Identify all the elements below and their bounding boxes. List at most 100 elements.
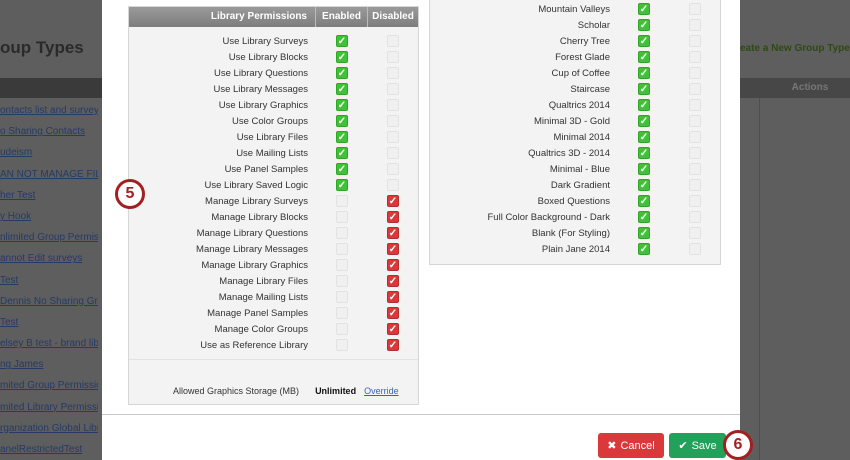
disabled-checkbox[interactable]: ✓ [387,195,399,207]
enabled-checkbox[interactable]: ✓ [638,131,650,143]
disabled-checkbox[interactable] [387,147,399,159]
disabled-checkbox[interactable] [689,131,701,143]
enabled-checkbox[interactable]: ✓ [336,35,348,47]
disabled-checkbox[interactable] [689,195,701,207]
enabled-checkbox[interactable]: ✓ [638,83,650,95]
enabled-checkbox[interactable]: ✓ [336,179,348,191]
enabled-checkbox[interactable] [336,291,348,303]
disabled-checkbox[interactable] [387,99,399,111]
override-link[interactable]: Override [364,386,399,396]
disabled-checkbox[interactable]: ✓ [387,307,399,319]
group-type-link[interactable]: AN NOT MANAGE FILES [0,168,98,180]
storage-value: Unlimited [315,386,357,396]
enabled-checkbox[interactable]: ✓ [336,131,348,143]
disabled-checkbox[interactable] [689,147,701,159]
group-type-link[interactable]: rganization Global Library [0,422,98,434]
enabled-checkbox[interactable]: ✓ [336,115,348,127]
disabled-checkbox[interactable] [689,99,701,111]
disabled-checkbox[interactable] [689,243,701,255]
disabled-checkbox[interactable] [387,67,399,79]
group-type-link[interactable]: o Sharing Contacts [0,126,86,138]
disabled-checkbox[interactable] [387,51,399,63]
disabled-checkbox[interactable]: ✓ [387,259,399,271]
disabled-checkbox[interactable] [387,179,399,191]
disabled-checkbox[interactable]: ✓ [387,323,399,335]
disabled-checkbox[interactable] [689,163,701,175]
enabled-checkbox[interactable]: ✓ [638,35,650,47]
enabled-checkbox[interactable] [336,307,348,319]
group-type-link[interactable]: mited Group Permissions [0,380,98,392]
enabled-checkbox[interactable]: ✓ [336,163,348,175]
group-type-link[interactable]: ng James [0,359,44,371]
group-type-link[interactable]: mited Library Permissions [0,401,98,413]
disabled-checkbox[interactable] [689,179,701,191]
enabled-checkbox[interactable] [336,323,348,335]
disabled-checkbox[interactable]: ✓ [387,291,399,303]
column-divider [759,98,760,460]
create-group-type-link[interactable]: eate a New Group Type [740,43,850,54]
enabled-checkbox[interactable]: ✓ [336,51,348,63]
cancel-button[interactable]: ✖ Cancel [598,433,664,458]
disabled-checkbox[interactable] [387,131,399,143]
disabled-checkbox[interactable]: ✓ [387,275,399,287]
group-type-link[interactable]: ontacts list and surveys [0,105,98,116]
disabled-checkbox[interactable] [689,83,701,95]
enabled-checkbox[interactable] [336,195,348,207]
group-type-link[interactable]: Dennis No Sharing Group [0,295,98,307]
enabled-checkbox[interactable] [336,243,348,255]
disabled-checkbox[interactable] [387,35,399,47]
enabled-checkbox[interactable]: ✓ [638,51,650,63]
group-type-link[interactable]: annot Edit surveys [0,253,83,265]
disabled-checkbox[interactable]: ✓ [387,243,399,255]
permission-label: Manage Library Graphics [201,259,308,271]
permission-row: Use Color Groups ✓ [129,113,418,129]
enabled-checkbox[interactable]: ✓ [638,67,650,79]
disabled-checkbox[interactable] [689,3,701,15]
disabled-checkbox[interactable] [689,19,701,31]
enabled-checkbox[interactable] [336,259,348,271]
disabled-checkbox[interactable] [689,35,701,47]
enabled-checkbox[interactable]: ✓ [638,147,650,159]
enabled-checkbox[interactable] [336,339,348,351]
disabled-checkbox[interactable] [387,83,399,95]
permission-row: Qualtrics 2014 ✓ [430,97,720,113]
disabled-checkbox[interactable]: ✓ [387,211,399,223]
group-type-link[interactable]: Test [0,274,19,286]
enabled-checkbox[interactable]: ✓ [638,19,650,31]
save-button[interactable]: ✔ Save [669,433,726,458]
disabled-checkbox[interactable]: ✓ [387,227,399,239]
enabled-checkbox[interactable]: ✓ [638,179,650,191]
enabled-checkbox[interactable]: ✓ [638,115,650,127]
enabled-checkbox[interactable]: ✓ [638,227,650,239]
permission-row: Use as Reference Library ✓ [129,337,418,353]
permission-row: Manage Color Groups ✓ [129,321,418,337]
enabled-checkbox[interactable]: ✓ [336,83,348,95]
disabled-checkbox[interactable] [387,115,399,127]
group-type-link[interactable]: nlimited Group Permissio [0,232,98,244]
group-type-link[interactable]: elsey B test - brand library [0,338,98,350]
disabled-checkbox[interactable] [689,67,701,79]
enabled-checkbox[interactable]: ✓ [336,99,348,111]
enabled-checkbox[interactable]: ✓ [638,243,650,255]
enabled-checkbox[interactable]: ✓ [638,3,650,15]
enabled-checkbox[interactable] [336,227,348,239]
enabled-checkbox[interactable]: ✓ [638,99,650,111]
enabled-checkbox[interactable]: ✓ [638,163,650,175]
group-type-link[interactable]: her Test [0,189,36,201]
enabled-checkbox[interactable] [336,211,348,223]
group-type-link[interactable]: anelRestrictedTest [0,444,83,455]
disabled-checkbox[interactable] [689,51,701,63]
disabled-checkbox[interactable] [689,115,701,127]
disabled-checkbox[interactable] [689,227,701,239]
disabled-checkbox[interactable] [689,211,701,223]
enabled-checkbox[interactable]: ✓ [638,211,650,223]
disabled-checkbox[interactable] [387,163,399,175]
group-type-link[interactable]: y Hook [0,210,32,222]
enabled-checkbox[interactable]: ✓ [638,195,650,207]
disabled-checkbox[interactable]: ✓ [387,339,399,351]
enabled-checkbox[interactable]: ✓ [336,67,348,79]
enabled-checkbox[interactable] [336,275,348,287]
group-type-link[interactable]: Test [0,316,19,328]
group-type-link[interactable]: udeism [0,147,33,159]
enabled-checkbox[interactable]: ✓ [336,147,348,159]
